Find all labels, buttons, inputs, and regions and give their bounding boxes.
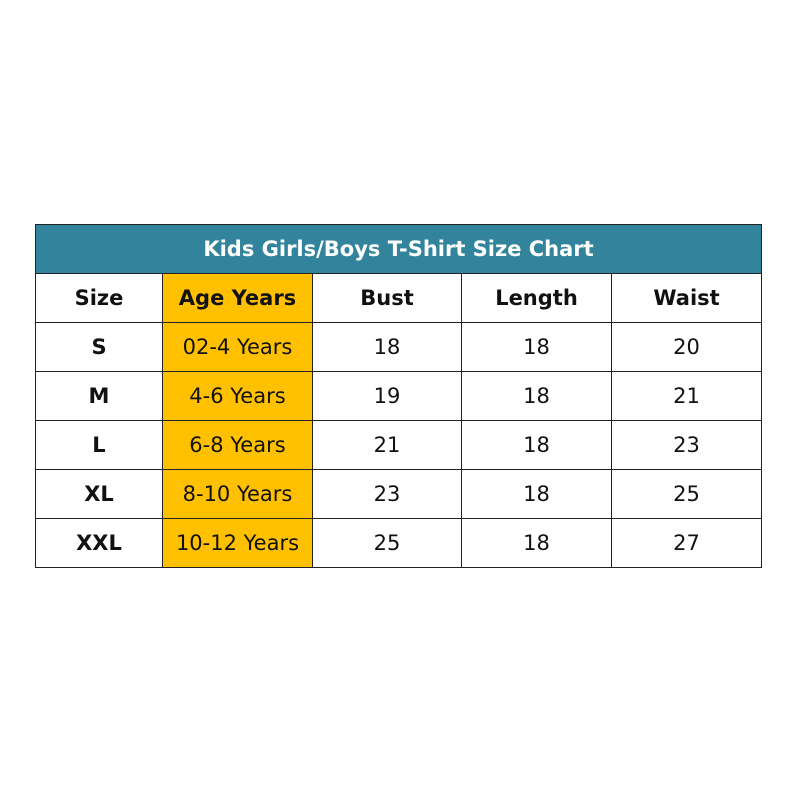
table-row: XXL 10-12 Years 25 18 27 bbox=[35, 518, 763, 568]
table-row: XL 8-10 Years 23 18 25 bbox=[35, 469, 763, 519]
table-row: S 02-4 Years 18 18 20 bbox=[35, 322, 763, 372]
cell-length: 18 bbox=[461, 371, 612, 421]
table-row: M 4-6 Years 19 18 21 bbox=[35, 371, 763, 421]
header-waist: Waist bbox=[610, 273, 763, 323]
cell-size: XL bbox=[35, 469, 163, 519]
cell-bust: 21 bbox=[312, 420, 462, 470]
cell-size: M bbox=[35, 371, 163, 421]
cell-size: XXL bbox=[35, 518, 163, 568]
cell-waist: 27 bbox=[610, 518, 763, 568]
cell-age: 8-10 Years bbox=[162, 469, 313, 519]
cell-age: 6-8 Years bbox=[162, 420, 313, 470]
cell-length: 18 bbox=[461, 420, 612, 470]
chart-title: Kids Girls/Boys T-Shirt Size Chart bbox=[34, 224, 763, 274]
cell-size: L bbox=[35, 420, 163, 470]
cell-bust: 23 bbox=[312, 469, 462, 519]
header-size: Size bbox=[35, 273, 163, 323]
header-bust: Bust bbox=[312, 273, 462, 323]
cell-waist: 23 bbox=[610, 420, 763, 470]
cell-length: 18 bbox=[461, 518, 612, 568]
cell-bust: 18 bbox=[312, 322, 462, 372]
cell-age: 02-4 Years bbox=[162, 322, 313, 372]
size-chart-table: Kids Girls/Boys T-Shirt Size Chart Size … bbox=[34, 224, 763, 568]
cell-length: 18 bbox=[461, 469, 612, 519]
table-row: L 6-8 Years 21 18 23 bbox=[35, 420, 763, 470]
cell-waist: 25 bbox=[610, 469, 763, 519]
cell-waist: 21 bbox=[610, 371, 763, 421]
header-row: Size Age Years Bust Length Waist bbox=[35, 273, 763, 323]
cell-size: S bbox=[35, 322, 163, 372]
cell-age: 10-12 Years bbox=[162, 518, 313, 568]
cell-bust: 25 bbox=[312, 518, 462, 568]
cell-waist: 20 bbox=[610, 322, 763, 372]
header-age: Age Years bbox=[162, 273, 313, 323]
cell-length: 18 bbox=[461, 322, 612, 372]
cell-age: 4-6 Years bbox=[162, 371, 313, 421]
header-length: Length bbox=[461, 273, 612, 323]
cell-bust: 19 bbox=[312, 371, 462, 421]
